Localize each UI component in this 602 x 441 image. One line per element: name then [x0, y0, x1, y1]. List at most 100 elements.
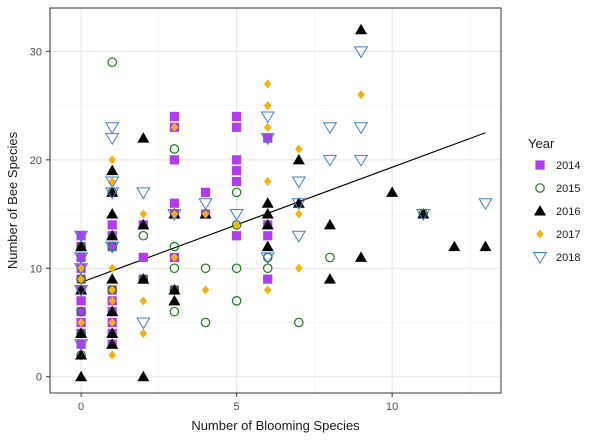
point-2014	[263, 231, 273, 241]
point-2016	[137, 218, 150, 230]
point-2016	[168, 283, 181, 295]
point-2014	[107, 241, 117, 252]
x-tick-label: 5	[234, 401, 240, 413]
point-2018	[73, 263, 89, 276]
point-2017	[108, 318, 117, 328]
point-2017	[108, 296, 117, 306]
point-2018	[416, 209, 431, 222]
point-2014	[263, 133, 273, 143]
y-tick-label: 10	[30, 263, 42, 275]
point-2016	[261, 208, 274, 219]
point-2015	[169, 263, 180, 274]
point-2014	[76, 307, 86, 317]
point-2015	[200, 317, 211, 328]
point-2018	[105, 122, 120, 135]
legend-marker-2017	[536, 229, 544, 239]
point-2017	[139, 209, 148, 219]
legend-title: Year	[528, 136, 555, 151]
legend-marker-2018	[532, 252, 548, 264]
point-2018	[291, 230, 307, 243]
point-2016	[106, 164, 119, 176]
point-2015	[231, 187, 242, 198]
series-2018	[73, 46, 493, 352]
point-2017	[263, 122, 272, 132]
x-axis-ticks: 0 5 10	[78, 393, 398, 413]
plot-panel-border	[49, 7, 502, 394]
point-2014	[76, 231, 86, 241]
y-tick-label: 20	[30, 155, 42, 167]
point-2017	[201, 209, 210, 219]
point-2016	[106, 229, 119, 241]
point-2015	[325, 252, 335, 263]
y-axis-ticks: 0 10 20 30	[30, 46, 50, 384]
points-layer	[73, 23, 493, 382]
point-2018	[136, 187, 151, 200]
point-2017	[295, 209, 303, 219]
point-2018	[198, 198, 213, 211]
y-axis-title: Number of Bee Species	[5, 131, 20, 269]
point-2016	[75, 370, 88, 382]
point-2018	[105, 176, 120, 189]
point-2016	[323, 273, 336, 284]
point-2017	[77, 318, 85, 328]
point-2018	[73, 284, 89, 297]
point-2016	[106, 208, 119, 219]
point-2016	[75, 327, 88, 338]
legend-marker-2015	[535, 183, 545, 193]
point-2014	[232, 122, 242, 132]
point-2016	[75, 240, 88, 252]
point-2018	[167, 209, 182, 222]
trend-line	[80, 132, 486, 283]
point-2017	[263, 177, 272, 187]
point-2017	[170, 252, 179, 262]
point-2014	[169, 111, 180, 122]
point-2018	[229, 209, 244, 222]
legend-label-2015: 2015	[556, 183, 580, 195]
legend-label-2017: 2017	[556, 229, 580, 241]
point-2018	[136, 317, 151, 330]
point-2015	[294, 317, 304, 328]
point-2017	[108, 177, 117, 187]
point-2016	[106, 327, 119, 338]
point-2017	[263, 79, 272, 89]
point-2018	[353, 122, 369, 135]
series-2015	[76, 57, 429, 360]
point-2018	[291, 176, 307, 189]
point-2018	[73, 252, 89, 265]
point-2017	[108, 350, 117, 360]
point-2015	[107, 57, 118, 68]
point-2015	[169, 241, 180, 252]
point-2018	[353, 46, 369, 59]
point-2018	[260, 111, 275, 124]
y-tick-label: 30	[30, 46, 42, 58]
point-2018	[73, 339, 89, 352]
x-axis-title: Number of Blooming Species	[191, 418, 360, 433]
point-2016	[106, 338, 119, 349]
point-2016	[448, 240, 461, 252]
point-2016	[137, 273, 150, 284]
point-2016	[75, 349, 88, 360]
point-2016	[355, 251, 368, 262]
point-2016	[106, 273, 119, 284]
point-2015	[200, 263, 211, 274]
point-2014	[232, 166, 242, 176]
point-2014	[232, 111, 242, 122]
point-2017	[77, 274, 85, 284]
point-2014	[169, 155, 180, 165]
point-2017	[108, 155, 117, 165]
series-2014	[76, 111, 273, 349]
point-2018	[73, 230, 89, 243]
point-2015	[169, 306, 180, 317]
point-2016	[106, 305, 119, 317]
grid-layer	[50, 8, 501, 393]
point-2017	[295, 263, 303, 273]
point-2014	[200, 187, 211, 197]
point-2014	[76, 339, 86, 349]
point-2014	[76, 252, 86, 263]
point-2016	[137, 370, 150, 382]
trend-line-layer	[80, 132, 486, 283]
point-2016	[323, 218, 336, 230]
point-2015	[231, 263, 242, 274]
point-2017	[139, 328, 148, 338]
point-2018	[353, 154, 369, 167]
